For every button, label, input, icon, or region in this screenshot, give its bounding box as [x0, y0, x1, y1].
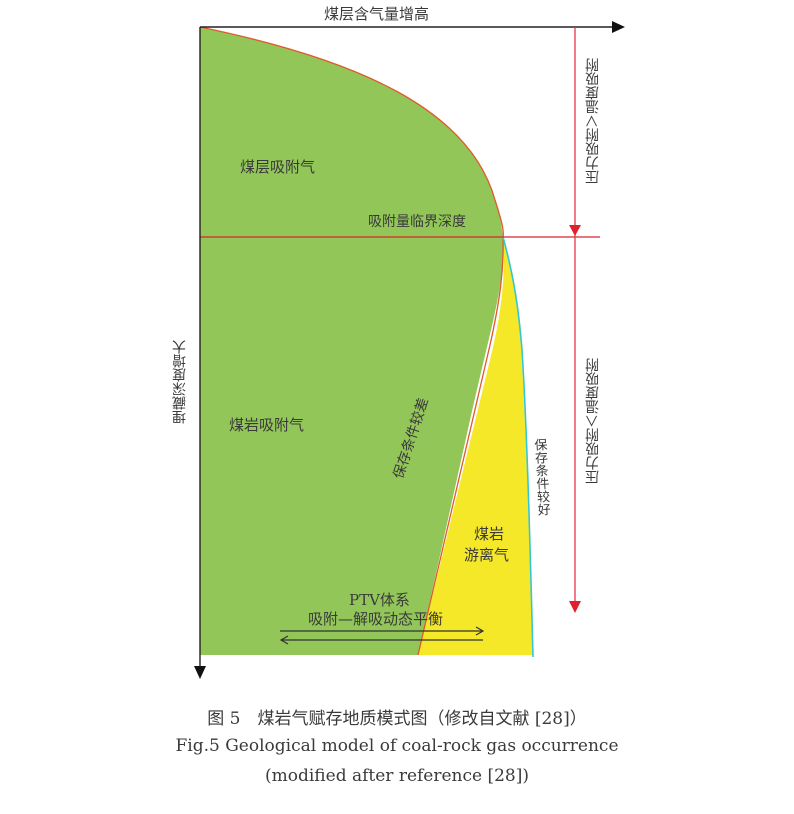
- coal-rock-adsorbed-gas-label: 煤岩吸附气: [229, 416, 305, 434]
- pressure-less-than-temperature-label: 压力吸附＜温度吸附: [585, 358, 601, 484]
- forward-arrow-head-icon: [475, 626, 485, 636]
- figure-caption-zh: 图 5 煤岩气赋存地质模式图（修改自文献 [28]）: [207, 709, 587, 729]
- y-axis-arrow-icon: [194, 666, 206, 679]
- good-preservation-curve: [502, 236, 534, 658]
- upper-down-arrow-icon: [569, 225, 581, 236]
- adsorption-curve-upper: [199, 26, 504, 238]
- good-preservation-label: 保存条件较好: [530, 437, 551, 517]
- coal-rock-free-gas-label-line1: 煤岩: [474, 525, 505, 543]
- lower-down-arrow-icon: [569, 601, 581, 613]
- poor-preservation-curve: [417, 236, 504, 656]
- x-axis-arrow-icon: [612, 21, 625, 33]
- critical-depth-label: 吸附量临界深度: [368, 214, 466, 230]
- figure-caption-en-line1: Fig.5 Geological model of coal-rock gas …: [175, 736, 619, 756]
- adsorbed-gas-region: [200, 27, 504, 655]
- y-axis-label: 埋藏深度增大: [172, 340, 188, 424]
- coal-rock-free-gas-label-line2: 游离气: [464, 546, 510, 564]
- x-axis-label: 煤层含气量增高: [324, 5, 430, 23]
- pressure-greater-than-temperature-label: 压力吸附＞温度吸附: [585, 58, 601, 184]
- adsorption-desorption-equilibrium-label: 吸附—解吸动态平衡: [308, 610, 444, 628]
- backward-arrow-head-icon: [279, 635, 289, 645]
- diagram-graphic: [194, 21, 625, 679]
- geological-model-diagram: 煤层含气量增高 埋藏深度增大 煤层吸附气 吸附量临界深度 煤岩吸附气 煤岩 游离…: [172, 5, 625, 679]
- coal-seam-adsorbed-gas-label: 煤层吸附气: [240, 158, 316, 176]
- free-gas-region: [418, 237, 533, 655]
- ptv-system-label: PTV体系: [349, 591, 410, 609]
- figure-caption-en-line2: (modified after reference [28]): [264, 766, 530, 786]
